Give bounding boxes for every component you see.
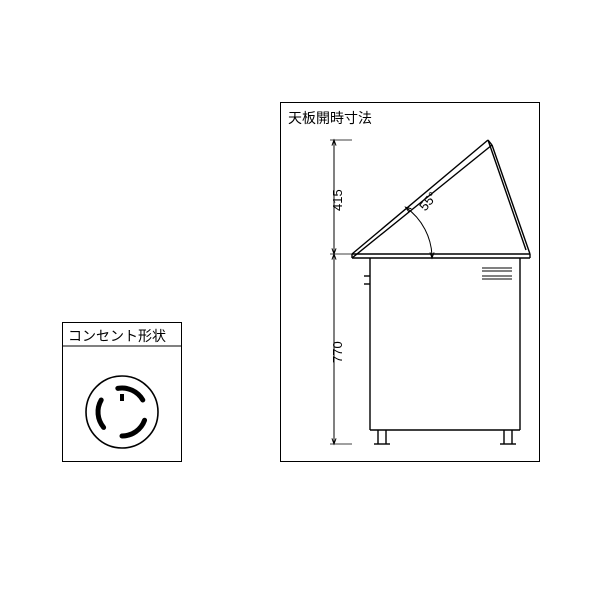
dim-upper-height: 415	[330, 189, 345, 211]
plug-shape-title: コンセント形状	[68, 326, 166, 346]
dimension-panel	[280, 102, 540, 462]
dimension-panel-title: 天板開時寸法	[288, 108, 372, 128]
dim-lower-height: 770	[330, 341, 345, 363]
